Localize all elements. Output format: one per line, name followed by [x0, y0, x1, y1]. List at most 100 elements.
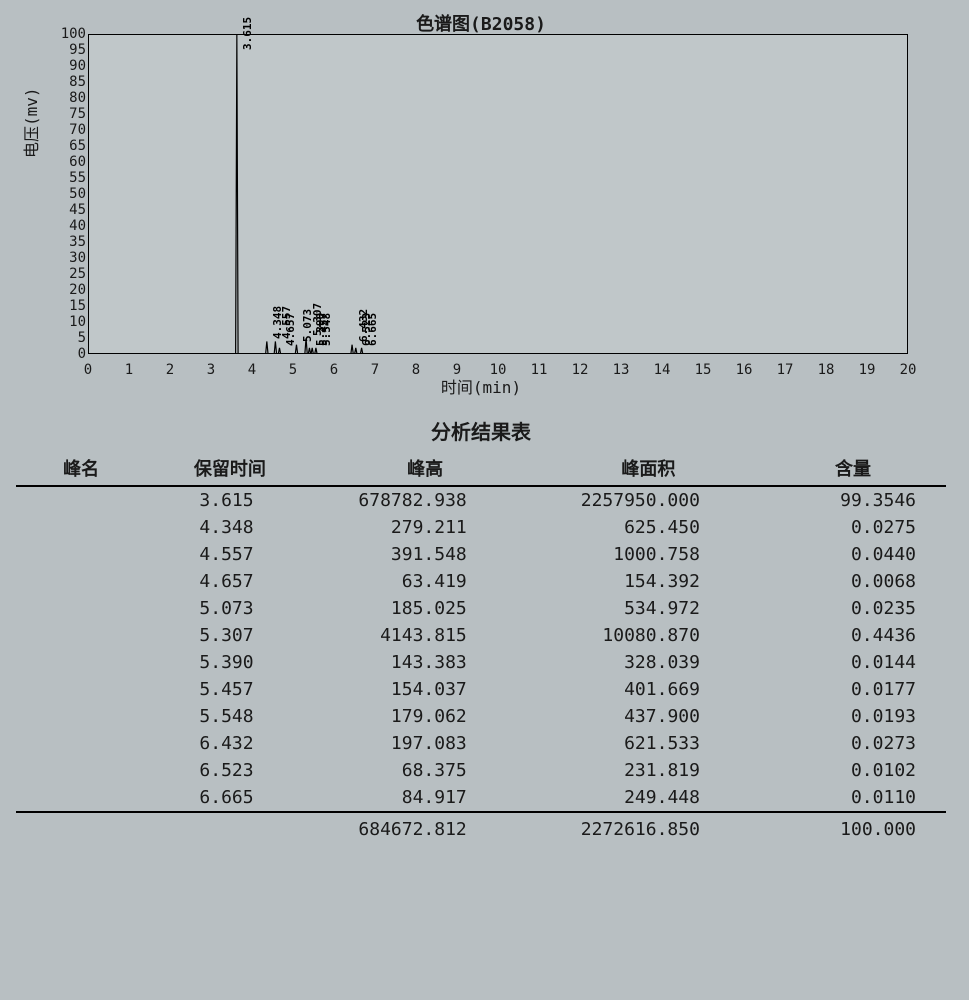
table-cell: 5.390 [146, 649, 313, 676]
table-cell [16, 622, 146, 649]
table-cell: 0.0193 [760, 703, 946, 730]
table-total-cell [16, 812, 146, 843]
y-tick: 5 [46, 331, 86, 345]
x-axis-label: 时间(min) [16, 368, 946, 398]
table-cell: 5.548 [146, 703, 313, 730]
table-cell: 391.548 [314, 541, 537, 568]
y-tick: 0 [46, 347, 86, 361]
y-tick: 70 [46, 123, 86, 137]
y-tick: 60 [46, 155, 86, 169]
table-cell: 0.0273 [760, 730, 946, 757]
table-cell [16, 757, 146, 784]
table-cell: 678782.938 [314, 486, 537, 514]
table-total-cell: 2272616.850 [537, 812, 760, 843]
table-row: 3.615678782.9382257950.00099.3546 [16, 486, 946, 514]
table-cell: 279.211 [314, 514, 537, 541]
table-total-row: 684672.8122272616.850100.000 [16, 812, 946, 843]
table-total-cell [146, 812, 313, 843]
table-cell: 0.4436 [760, 622, 946, 649]
table-cell: 0.0110 [760, 784, 946, 812]
table-cell: 0.0068 [760, 568, 946, 595]
chromatogram-trace [89, 35, 907, 354]
table-cell: 68.375 [314, 757, 537, 784]
y-tick: 10 [46, 315, 86, 329]
y-axis-label: 电压(mv) [18, 87, 42, 158]
table-cell: 84.917 [314, 784, 537, 812]
table-cell: 621.533 [537, 730, 760, 757]
peak-label: 5.548 [320, 312, 333, 345]
table-cell: 0.0102 [760, 757, 946, 784]
table-row: 6.52368.375231.8190.0102 [16, 757, 946, 784]
col-header-peakname: 峰名 [16, 451, 146, 486]
table-cell: 0.0275 [760, 514, 946, 541]
table-cell: 0.0177 [760, 676, 946, 703]
table-cell: 0.0144 [760, 649, 946, 676]
table-cell: 437.900 [537, 703, 760, 730]
table-body: 3.615678782.9382257950.00099.35464.34827… [16, 486, 946, 843]
table-cell: 231.819 [537, 757, 760, 784]
table-row: 4.557391.5481000.7580.0440 [16, 541, 946, 568]
table-cell: 0.0235 [760, 595, 946, 622]
table-row: 5.390143.383328.0390.0144 [16, 649, 946, 676]
table-row: 5.457154.037401.6690.0177 [16, 676, 946, 703]
table-cell: 197.083 [314, 730, 537, 757]
table-row: 6.432197.083621.5330.0273 [16, 730, 946, 757]
y-tick: 45 [46, 203, 86, 217]
table-cell [16, 568, 146, 595]
col-header-rt: 保留时间 [146, 451, 313, 486]
table-cell: 185.025 [314, 595, 537, 622]
table-cell: 4.657 [146, 568, 313, 595]
table-cell [16, 595, 146, 622]
table-cell: 1000.758 [537, 541, 760, 568]
table-cell [16, 486, 146, 514]
col-header-content: 含量 [760, 451, 946, 486]
chromatogram-chart: 色谱图(B2058) 电压(mv) 0510152025303540455055… [16, 8, 946, 398]
results-table-region: 分析结果表 峰名 保留时间 峰高 峰面积 含量 3.615678782.9382… [16, 416, 946, 843]
y-tick: 95 [46, 43, 86, 57]
table-cell [16, 514, 146, 541]
y-tick: 20 [46, 283, 86, 297]
table-total-cell: 100.000 [760, 812, 946, 843]
y-tick: 80 [46, 91, 86, 105]
peak-label: 4.657 [284, 312, 297, 345]
table-cell: 154.037 [314, 676, 537, 703]
col-header-area: 峰面积 [537, 451, 760, 486]
table-title: 分析结果表 [16, 416, 946, 445]
y-tick: 35 [46, 235, 86, 249]
table-cell: 6.665 [146, 784, 313, 812]
table-row: 6.66584.917249.4480.0110 [16, 784, 946, 812]
y-tick: 30 [46, 251, 86, 265]
y-tick: 85 [46, 75, 86, 89]
y-tick: 100 [46, 27, 86, 41]
y-tick: 55 [46, 171, 86, 185]
table-cell: 5.457 [146, 676, 313, 703]
table-cell: 6.523 [146, 757, 313, 784]
table-cell [16, 703, 146, 730]
table-cell [16, 784, 146, 812]
results-table: 峰名 保留时间 峰高 峰面积 含量 3.615678782.9382257950… [16, 451, 946, 843]
table-row: 5.548179.062437.9000.0193 [16, 703, 946, 730]
y-tick: 75 [46, 107, 86, 121]
table-cell: 4143.815 [314, 622, 537, 649]
chart-plot-area [88, 34, 908, 354]
y-tick: 50 [46, 187, 86, 201]
table-cell: 2257950.000 [537, 486, 760, 514]
table-cell: 143.383 [314, 649, 537, 676]
y-tick: 90 [46, 59, 86, 73]
y-tick: 25 [46, 267, 86, 281]
table-row: 5.3074143.81510080.8700.4436 [16, 622, 946, 649]
col-header-height: 峰高 [314, 451, 537, 486]
table-row: 4.65763.419154.3920.0068 [16, 568, 946, 595]
table-cell: 10080.870 [537, 622, 760, 649]
table-cell: 99.3546 [760, 486, 946, 514]
table-cell: 401.669 [537, 676, 760, 703]
table-row: 4.348279.211625.4500.0275 [16, 514, 946, 541]
table-cell [16, 649, 146, 676]
table-cell: 534.972 [537, 595, 760, 622]
table-header-row: 峰名 保留时间 峰高 峰面积 含量 [16, 451, 946, 486]
table-cell [16, 676, 146, 703]
peak-label: 3.615 [241, 17, 254, 50]
table-cell: 249.448 [537, 784, 760, 812]
table-cell: 63.419 [314, 568, 537, 595]
y-tick: 65 [46, 139, 86, 153]
